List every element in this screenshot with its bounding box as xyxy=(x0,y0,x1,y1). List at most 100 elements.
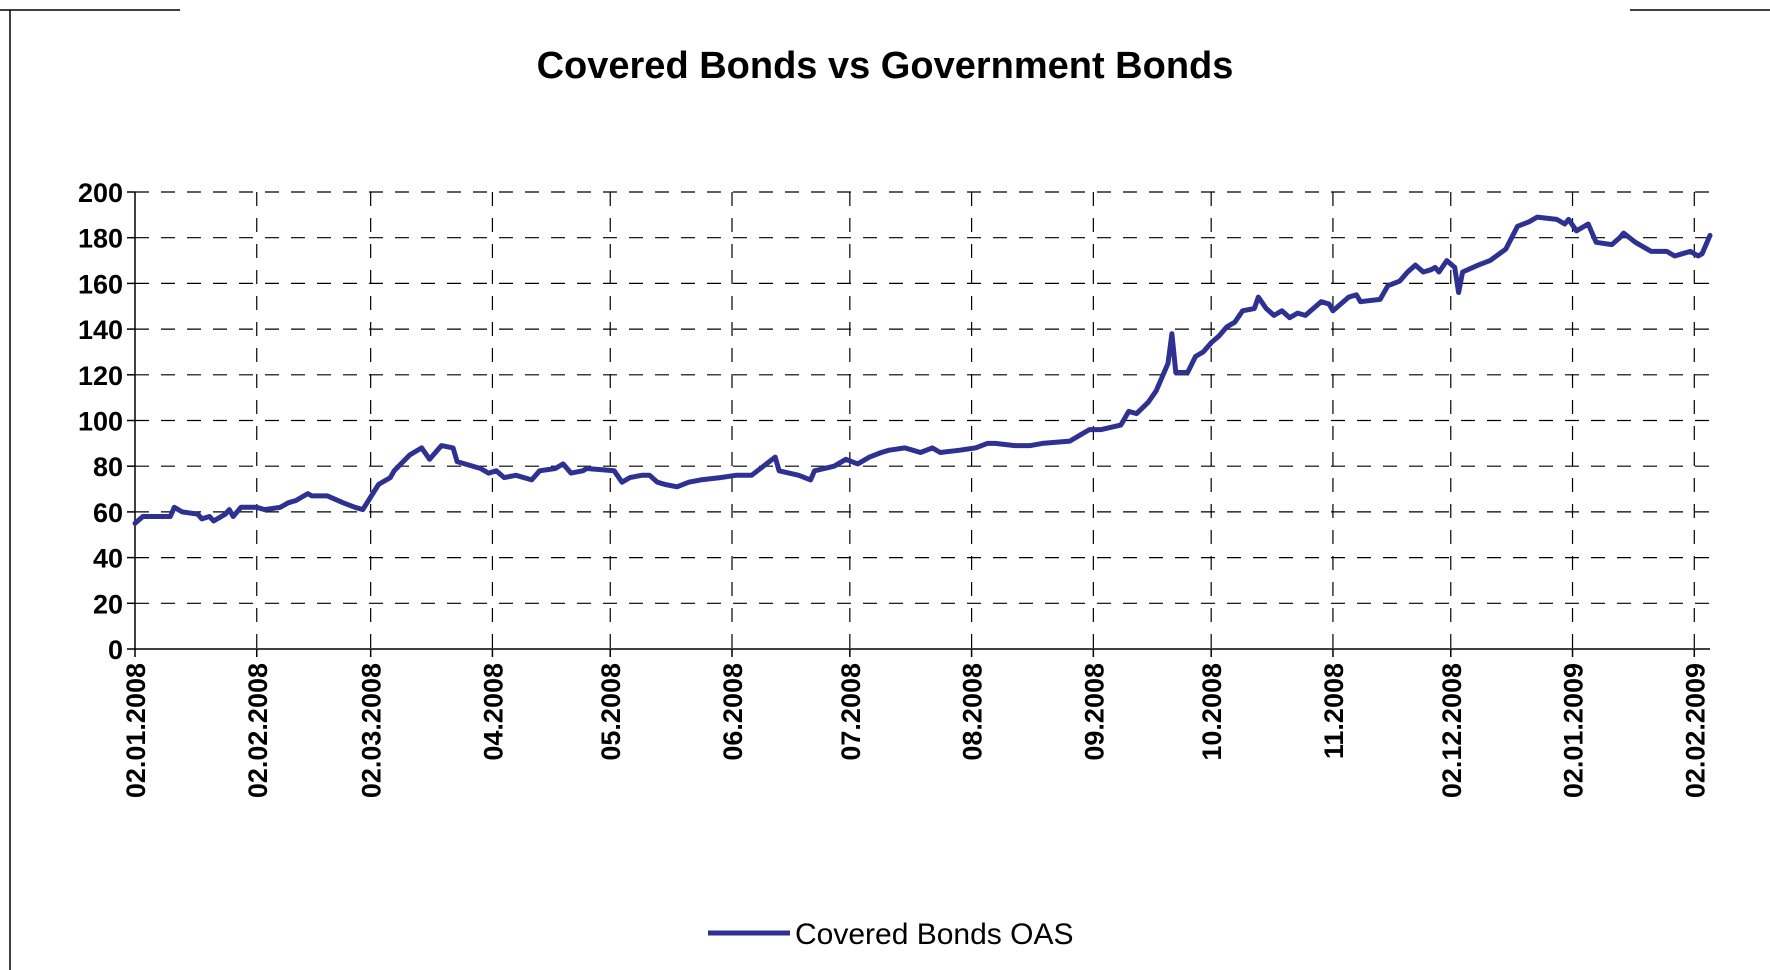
data-point-0-33 xyxy=(455,460,459,463)
data-point-0-50 xyxy=(648,474,651,477)
data-point-0-73 xyxy=(919,451,922,454)
data-point-0-99 xyxy=(1217,334,1221,338)
y-tick-labels: 0 20 40 60 80 100 120 140 160 180 200 xyxy=(78,178,123,665)
data-point-0-151 xyxy=(1673,254,1676,258)
data-point-0-142 xyxy=(1587,222,1590,226)
data-point-0-24 xyxy=(361,508,364,511)
data-point-0-9 xyxy=(212,519,215,523)
data-point-0-95 xyxy=(1186,371,1189,374)
data-point-0-83 xyxy=(1068,439,1072,443)
data-point-0-74 xyxy=(931,446,934,450)
data-point-0-71 xyxy=(903,446,906,450)
data-point-0-57 xyxy=(734,474,738,477)
data-point-0-103 xyxy=(1253,307,1256,310)
data-point-0-125 xyxy=(1429,268,1433,271)
data-point-0-41 xyxy=(554,467,557,470)
data-point-0-117 xyxy=(1355,293,1358,296)
data-point-0-55 xyxy=(699,478,702,482)
data-point-0-27 xyxy=(393,469,396,472)
data-point-0-90 xyxy=(1147,401,1150,404)
x-tick-label-12: 02.01.2009 xyxy=(1559,663,1589,798)
data-point-0-108 xyxy=(1288,316,1291,319)
data-point-0-109 xyxy=(1296,311,1299,315)
data-point-0-6 xyxy=(196,513,199,516)
data-point-0-40 xyxy=(538,469,541,472)
data-point-0-149 xyxy=(1649,250,1653,253)
data-point-0-140 xyxy=(1567,218,1570,221)
data-point-0-66 xyxy=(844,458,848,461)
data-point-0-136 xyxy=(1528,220,1531,223)
data-point-0-84 xyxy=(1080,433,1083,436)
data-point-0-47 xyxy=(620,481,624,484)
y-tick-label-140: 140 xyxy=(78,315,123,345)
axes-layer xyxy=(127,191,1710,657)
data-point-0-79 xyxy=(994,442,997,445)
x-tick-label-6: 07.2008 xyxy=(836,663,866,761)
x-tick-label-3: 04.2008 xyxy=(478,663,508,761)
x-tick-label-10: 11.2008 xyxy=(1319,663,1349,759)
data-point-0-34 xyxy=(479,467,482,470)
data-point-0-77 xyxy=(974,446,977,450)
data-point-0-91 xyxy=(1155,389,1158,392)
data-point-0-146 xyxy=(1622,231,1625,235)
data-point-0-30 xyxy=(428,458,431,461)
data-point-0-61 xyxy=(777,469,781,472)
data-point-0-62 xyxy=(797,474,800,477)
data-point-0-141 xyxy=(1575,229,1578,232)
data-point-0-147 xyxy=(1634,241,1637,244)
data-point-0-124 xyxy=(1422,270,1425,274)
x-tick-label-1: 02.02.2008 xyxy=(243,663,273,798)
data-point-0-58 xyxy=(750,474,753,477)
data-point-0-115 xyxy=(1339,302,1343,306)
x-tick-label-8: 09.2008 xyxy=(1079,663,1109,761)
data-point-0-60 xyxy=(774,455,777,459)
y-tick-label-120: 120 xyxy=(78,361,123,391)
data-point-0-43 xyxy=(569,471,573,475)
data-point-0-101 xyxy=(1233,321,1237,324)
data-point-0-122 xyxy=(1406,270,1409,274)
x-tick-label-9: 10.2008 xyxy=(1197,663,1227,761)
data-point-0-92 xyxy=(1166,362,1170,365)
data-point-0-56 xyxy=(719,476,722,479)
data-point-0-148 xyxy=(1642,245,1645,248)
data-point-0-155 xyxy=(1700,252,1704,255)
data-point-0-135 xyxy=(1516,225,1519,228)
data-point-0-67 xyxy=(856,462,859,466)
data-point-0-139 xyxy=(1563,222,1566,226)
data-point-0-10 xyxy=(224,513,227,516)
data-point-0-8 xyxy=(208,515,211,518)
data-point-0-18 xyxy=(294,499,298,502)
data-point-0-93 xyxy=(1170,332,1174,335)
data-point-0-131 xyxy=(1461,270,1464,274)
data-point-0-145 xyxy=(1618,236,1621,239)
data-point-0-104 xyxy=(1257,295,1260,299)
data-point-0-75 xyxy=(939,451,942,454)
data-point-0-110 xyxy=(1304,314,1307,317)
x-tick-labels: 02.01.2008 02.02.2008 02.03.2008 04.2008 05.… xyxy=(121,663,1710,798)
data-point-0-78 xyxy=(986,442,989,445)
data-point-0-12 xyxy=(232,515,235,518)
series-layer xyxy=(132,214,1713,526)
y-tick-label-40: 40 xyxy=(93,544,123,574)
data-point-0-68 xyxy=(868,455,871,459)
y-tick-label-160: 160 xyxy=(78,269,123,299)
data-point-0-143 xyxy=(1594,241,1598,244)
data-point-0-65 xyxy=(832,465,836,468)
data-point-0-25 xyxy=(377,483,380,486)
data-point-0-17 xyxy=(287,501,290,504)
data-point-0-11 xyxy=(228,508,231,511)
data-point-0-80 xyxy=(1013,444,1016,447)
legend: Covered Bonds OAS xyxy=(708,918,1073,951)
data-point-0-63 xyxy=(809,478,812,482)
data-point-0-144 xyxy=(1610,243,1614,246)
data-point-0-76 xyxy=(958,449,961,452)
data-point-0-53 xyxy=(675,485,679,488)
data-point-0-72 xyxy=(911,449,914,452)
data-point-0-129 xyxy=(1453,266,1456,269)
data-point-0-97 xyxy=(1202,350,1205,354)
y-tick-label-0: 0 xyxy=(108,635,123,665)
data-point-0-19 xyxy=(306,492,309,495)
legend-label-covered-bonds-oas: Covered Bonds OAS xyxy=(795,918,1073,951)
data-point-0-126 xyxy=(1433,266,1437,269)
